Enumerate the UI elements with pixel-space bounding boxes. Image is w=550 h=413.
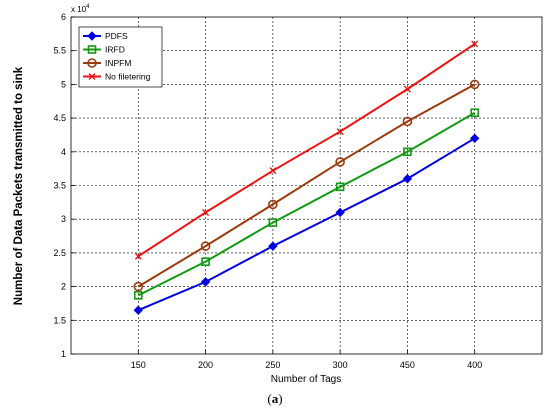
series-line: [137, 43, 476, 258]
data-point: [469, 79, 480, 90]
x-axis-ticks: 150 200 250 300 450 400: [131, 350, 482, 370]
y-tick-label: 4: [61, 147, 66, 157]
data-point: [335, 157, 345, 167]
caption-letter: a: [271, 391, 279, 406]
series-pdfs: [133, 133, 480, 315]
x-tick-label: 150: [131, 360, 146, 370]
data-point: [133, 281, 144, 292]
caption-open: (: [267, 391, 272, 406]
x-tick-label: 400: [467, 360, 482, 370]
data-point: [402, 174, 413, 184]
data-point: [268, 241, 278, 251]
data-point: [202, 208, 210, 216]
data-point: [336, 128, 344, 136]
data-point: [402, 116, 413, 127]
x-tick-label: 200: [198, 360, 213, 370]
data-point: [201, 257, 210, 266]
legend-item: No filetering: [83, 72, 151, 82]
y-tick-label: 4.5: [53, 113, 66, 123]
series-line: [137, 137, 476, 312]
data-point: [471, 40, 479, 48]
x-tick-label: 250: [265, 360, 280, 370]
legend-label: IRFD: [105, 45, 125, 55]
legend-label: INPFM: [105, 58, 131, 68]
y-tick-label: 5.5: [53, 46, 66, 56]
series-line: [137, 83, 476, 288]
y-tick-label: 3.5: [53, 181, 66, 191]
data-point: [269, 167, 277, 175]
data-point: [403, 147, 412, 157]
legend-marker: [87, 58, 97, 68]
y-tick-label: 2: [61, 282, 66, 292]
y-tick-label: 1.5: [53, 315, 66, 325]
data-point: [134, 252, 142, 260]
y-axis-exponent-base: x 10: [71, 5, 87, 14]
data-point: [133, 291, 143, 300]
y-tick-label: 3: [61, 214, 66, 224]
series-no-filetering: [134, 40, 479, 260]
legend-marker: [88, 73, 96, 80]
legend-item: PDFS: [83, 31, 128, 41]
data-point: [335, 182, 345, 192]
y-axis-exponent-power: 4: [86, 4, 90, 10]
y-tick-label: 1: [61, 349, 66, 359]
y-tick-label: 5: [61, 79, 66, 89]
x-tick-label: 300: [333, 360, 348, 370]
y-axis-ticks: 1 1.5 2 2.5 3 3.5 4 4.5 5 5.5 6: [53, 12, 75, 359]
legend-label: No filetering: [105, 72, 151, 82]
series-irfd: [133, 108, 480, 300]
y-axis-label: Number of Data Packets transmitted to si…: [13, 66, 25, 305]
data-point: [268, 199, 278, 210]
legend-item: INPFM: [83, 58, 131, 68]
caption-close: ): [278, 391, 283, 406]
figure-caption: (a): [0, 391, 550, 407]
y-tick-label: 6: [61, 12, 66, 22]
data-point: [470, 108, 480, 118]
legend-item: IRFD: [83, 45, 125, 55]
data-point: [268, 218, 278, 227]
data-point: [200, 241, 211, 251]
data-point: [470, 133, 480, 144]
y-axis-exponent: x 104: [71, 4, 90, 14]
legend-marker: [87, 45, 97, 54]
legend-marker: [87, 31, 97, 41]
legend-label: PDFS: [105, 31, 128, 41]
series-line: [137, 111, 476, 297]
x-tick-label: 450: [400, 360, 415, 370]
data-point: [200, 277, 211, 287]
series-group: [133, 40, 480, 315]
x-axis-label: Number of Tags: [271, 374, 341, 385]
y-tick-label: 2.5: [53, 248, 66, 258]
series-inpfm: [133, 79, 480, 292]
data-point: [335, 207, 345, 218]
legend: PDFS IRFD INPFM No filetering: [78, 26, 163, 88]
data-point: [133, 305, 143, 315]
data-point: [403, 85, 411, 93]
